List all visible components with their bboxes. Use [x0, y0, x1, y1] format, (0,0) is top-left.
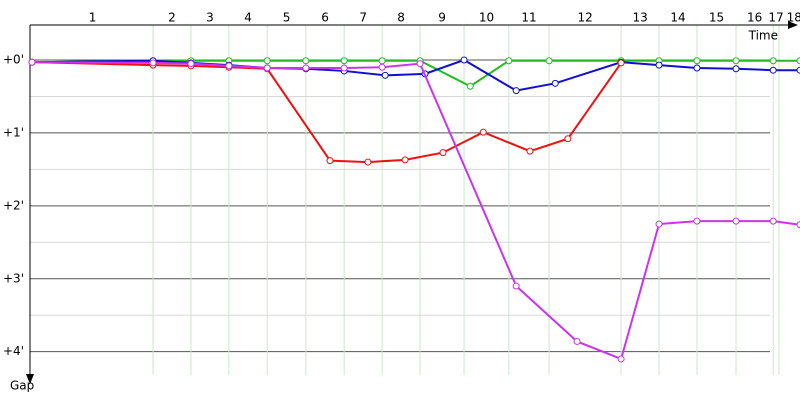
point — [693, 64, 701, 72]
point — [378, 57, 386, 65]
lap-label: 7 — [359, 11, 367, 25]
lap-label: 14 — [670, 11, 685, 25]
point — [693, 57, 701, 65]
point — [551, 79, 559, 87]
lap-label: 12 — [577, 11, 592, 25]
y-axis-label: Gap — [10, 379, 34, 393]
series-line — [31, 59, 800, 88]
lap-label: 15 — [709, 11, 724, 25]
point — [381, 71, 389, 79]
point — [340, 64, 348, 72]
point — [302, 64, 310, 72]
lap-label: 5 — [283, 11, 291, 25]
point — [28, 58, 36, 66]
lap-label: 9 — [438, 11, 446, 25]
lap-label: 13 — [632, 11, 647, 25]
y-tick-label: +2' — [3, 198, 24, 212]
grid — [30, 25, 780, 375]
point — [796, 221, 800, 229]
lap-label: 18 — [787, 11, 800, 25]
x-axis-label: Time — [748, 29, 778, 43]
point — [732, 57, 740, 65]
lap-label: 11 — [521, 11, 536, 25]
point — [263, 64, 271, 72]
series-line — [31, 61, 800, 361]
lap-label: 2 — [168, 11, 176, 25]
point — [512, 282, 520, 290]
lap-label: 6 — [321, 11, 329, 25]
point — [617, 59, 625, 67]
x-axis-arrow — [788, 21, 798, 29]
point — [326, 157, 334, 165]
point — [617, 355, 625, 363]
point — [796, 66, 800, 74]
lap-label: 8 — [397, 11, 405, 25]
point — [378, 63, 386, 71]
series-line — [31, 61, 622, 164]
point — [655, 220, 663, 228]
lap-label: 16 — [747, 11, 762, 25]
point — [401, 156, 409, 164]
point — [460, 56, 468, 64]
point — [416, 60, 424, 68]
point — [769, 217, 777, 225]
y-tick-label: +3' — [3, 271, 24, 285]
point — [149, 59, 157, 67]
y-tick-label: +4' — [3, 344, 24, 358]
point — [439, 149, 447, 157]
lap-label: 10 — [479, 11, 494, 25]
point — [573, 337, 581, 345]
point — [769, 57, 777, 65]
point — [655, 61, 663, 69]
y-tick-label: +0' — [3, 53, 24, 67]
point — [545, 57, 553, 65]
point — [302, 57, 310, 65]
y-axis-arrow — [26, 374, 34, 384]
point — [187, 60, 195, 68]
point — [364, 158, 372, 166]
point — [732, 65, 740, 73]
y-tick-label: +1' — [3, 125, 24, 139]
point — [340, 57, 348, 65]
lap-label: 1 — [89, 11, 97, 25]
point — [263, 57, 271, 65]
point — [512, 87, 520, 95]
point — [526, 147, 534, 155]
point — [796, 57, 800, 65]
point — [564, 135, 572, 143]
point — [505, 57, 513, 65]
lap-label: 17 — [768, 11, 783, 25]
lap-label: 3 — [206, 11, 214, 25]
plot — [28, 56, 800, 363]
point — [466, 82, 474, 90]
point — [225, 62, 233, 70]
point — [479, 128, 487, 136]
point — [693, 217, 701, 225]
point — [769, 66, 777, 74]
lap-label: 4 — [244, 11, 252, 25]
point — [732, 217, 740, 225]
